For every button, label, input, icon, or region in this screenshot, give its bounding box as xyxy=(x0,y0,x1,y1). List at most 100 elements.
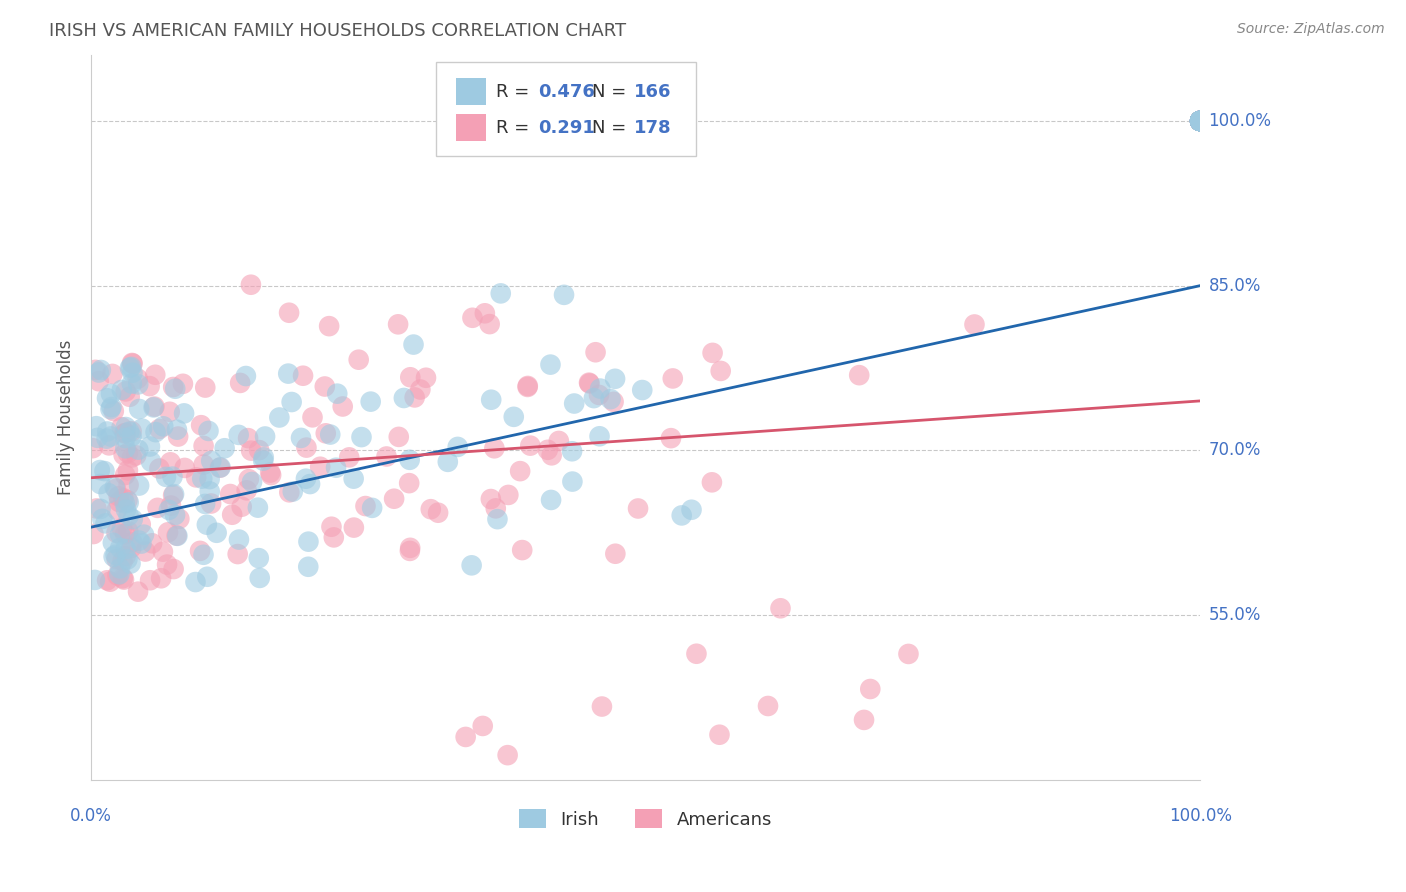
Point xyxy=(1189,114,1212,128)
Point xyxy=(392,391,415,405)
Point xyxy=(145,425,167,439)
Point xyxy=(382,491,405,506)
Point xyxy=(295,441,318,455)
Point xyxy=(86,431,108,445)
Point xyxy=(460,558,482,573)
Point xyxy=(315,426,337,441)
Point xyxy=(278,306,301,320)
Point xyxy=(516,380,538,394)
Point xyxy=(1189,114,1212,128)
Point xyxy=(209,460,232,475)
Point xyxy=(361,500,384,515)
Point xyxy=(121,356,143,370)
Point xyxy=(105,502,128,516)
Text: 70.0%: 70.0% xyxy=(1209,442,1261,459)
Point xyxy=(240,443,263,458)
Point xyxy=(167,429,190,443)
Point xyxy=(121,512,143,526)
Point xyxy=(94,516,117,531)
Point xyxy=(479,392,502,407)
Point xyxy=(155,470,177,484)
Point xyxy=(297,559,319,574)
Point xyxy=(205,525,228,540)
Point xyxy=(97,438,120,452)
Point xyxy=(375,450,398,464)
Point xyxy=(360,394,382,409)
Point xyxy=(117,552,139,566)
Point xyxy=(96,432,118,446)
Point xyxy=(117,478,139,492)
Point xyxy=(253,450,276,465)
Point xyxy=(1189,114,1212,128)
Point xyxy=(194,380,217,394)
Point xyxy=(114,541,136,556)
Point xyxy=(1189,114,1212,128)
Point xyxy=(111,571,134,585)
Point xyxy=(1189,114,1212,128)
Point xyxy=(1189,114,1212,128)
Point xyxy=(519,439,541,453)
Point xyxy=(166,423,188,437)
Point xyxy=(121,366,143,380)
Point xyxy=(297,534,319,549)
Text: R =: R = xyxy=(496,83,536,101)
Point xyxy=(321,520,343,534)
Point xyxy=(143,368,166,382)
Point xyxy=(1189,114,1212,128)
Point xyxy=(157,503,180,517)
Point xyxy=(107,568,129,582)
Point xyxy=(1189,114,1212,128)
Point xyxy=(193,439,215,453)
Point xyxy=(173,406,195,420)
Point xyxy=(848,368,870,383)
Point xyxy=(114,426,136,441)
Point xyxy=(165,382,187,396)
Point xyxy=(627,501,650,516)
Point xyxy=(231,500,253,514)
Point xyxy=(221,508,243,522)
Point xyxy=(89,477,111,491)
Point xyxy=(1189,114,1212,128)
Point xyxy=(200,496,222,510)
Point xyxy=(602,394,624,409)
Point xyxy=(1189,114,1212,128)
Point xyxy=(1189,114,1212,128)
Point xyxy=(228,533,250,547)
Point xyxy=(146,500,169,515)
Point xyxy=(290,431,312,445)
Point xyxy=(86,501,108,516)
Point xyxy=(152,419,174,434)
Point xyxy=(100,400,122,414)
Point xyxy=(859,681,882,696)
Point xyxy=(347,352,370,367)
Point xyxy=(194,497,217,511)
Point xyxy=(516,379,538,393)
Point xyxy=(540,448,562,462)
Point xyxy=(553,288,575,302)
Point xyxy=(247,551,270,566)
Point xyxy=(260,468,283,483)
Point xyxy=(121,535,143,549)
Text: 178: 178 xyxy=(634,119,672,136)
Point xyxy=(1189,114,1212,128)
Point xyxy=(1189,114,1212,128)
Point xyxy=(219,487,242,501)
Point xyxy=(547,434,569,448)
Point xyxy=(1189,114,1212,128)
Point xyxy=(195,570,218,584)
Point xyxy=(1189,114,1212,128)
Point xyxy=(1189,114,1212,128)
Point xyxy=(1189,114,1212,128)
Point xyxy=(138,379,160,393)
Point xyxy=(118,495,141,509)
Point xyxy=(117,446,139,460)
Point xyxy=(605,547,627,561)
Point xyxy=(1189,114,1212,128)
Point xyxy=(278,485,301,500)
Point xyxy=(236,431,259,445)
Point xyxy=(142,401,165,415)
Point xyxy=(166,528,188,542)
Point xyxy=(1189,114,1212,128)
Point xyxy=(540,358,562,372)
Point xyxy=(337,450,360,465)
